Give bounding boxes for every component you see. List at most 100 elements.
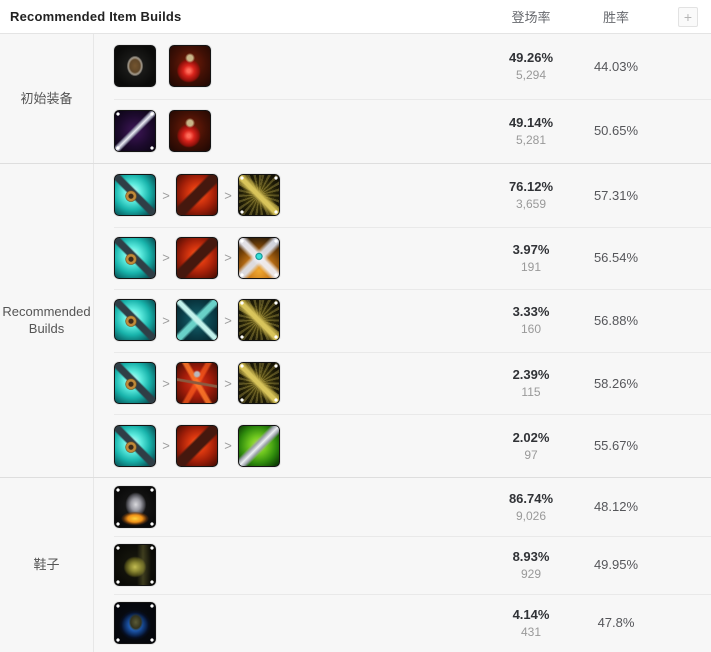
item-sequence <box>114 109 211 152</box>
pick-rate-cell: 3.33% 160 <box>476 304 586 336</box>
pick-count: 431 <box>520 624 542 639</box>
pick-rate-value: 49.14% <box>508 114 554 130</box>
next-arrow-icon: > <box>224 438 232 454</box>
item-icon-golden-serrated-sword[interactable] <box>238 174 280 217</box>
pick-rate-value: 8.93% <box>512 548 550 564</box>
pick-rate-cell: 3.97% 191 <box>476 242 586 274</box>
pick-count: 3,659 <box>515 197 547 212</box>
build-row: 8.93% 929 49.95% <box>94 535 711 594</box>
next-arrow-icon: > <box>162 375 170 391</box>
win-rate-value: 50.65% <box>593 123 639 139</box>
pick-rate-cell: 76.12% 3,659 <box>476 179 586 211</box>
pick-rate-cell: 4.14% 431 <box>476 607 586 639</box>
item-icon-kraken-slayer[interactable] <box>114 424 156 467</box>
win-rate-value: 57.31% <box>593 187 639 203</box>
item-icon-mercury-treads[interactable] <box>114 601 156 644</box>
item-icon-long-sword[interactable] <box>114 109 156 152</box>
next-arrow-icon: > <box>224 375 232 391</box>
pick-rate-cell: 8.93% 929 <box>476 549 586 581</box>
pick-count: 115 <box>521 385 541 400</box>
win-rate-value: 56.54% <box>593 250 639 266</box>
win-rate-value: 47.8% <box>597 615 635 631</box>
pick-count: 5,294 <box>515 68 547 83</box>
item-sequence <box>114 45 211 88</box>
item-icon-dorans-shield[interactable] <box>114 45 156 88</box>
pick-rate-value: 3.97% <box>512 241 550 257</box>
column-header-win-rate: 胜率 <box>602 10 629 25</box>
item-icon-red-lightning-trident[interactable] <box>176 362 218 405</box>
pick-rate-value: 76.12% <box>508 179 554 195</box>
pick-rate-cell: 2.39% 115 <box>476 367 586 399</box>
item-icon-serrated-dirk[interactable] <box>238 424 280 467</box>
section-label-boots: 鞋子 <box>0 477 94 652</box>
win-rate-value: 48.12% <box>593 499 639 515</box>
table-header: Recommended Item Builds 登场率 胜率 + <box>0 0 711 34</box>
item-icon-health-potion[interactable] <box>169 109 211 152</box>
next-arrow-icon: > <box>224 187 232 203</box>
item-sequence: > > <box>114 236 280 279</box>
build-row: > >2.02% 97 55.67% <box>94 414 711 477</box>
next-arrow-icon: > <box>162 250 170 266</box>
pick-rate-value: 2.39% <box>512 367 550 383</box>
plus-icon: + <box>683 8 693 25</box>
item-sequence <box>114 601 156 644</box>
column-header-pick-rate: 登场率 <box>511 10 551 25</box>
item-icon-kraken-slayer[interactable] <box>114 299 156 342</box>
pick-count: 9,026 <box>515 508 547 523</box>
pick-rate-cell: 2.02% 97 <box>476 430 586 462</box>
pick-rate-cell: 49.26% 5,294 <box>476 50 586 82</box>
item-icon-kraken-slayer[interactable] <box>114 236 156 279</box>
section-rows: 49.26% 5,294 44.03% 49.14% 5,281 50.65% <box>94 34 711 163</box>
item-icon-kraken-slayer[interactable] <box>114 362 156 405</box>
item-sequence: > > <box>114 299 280 342</box>
pick-count: 97 <box>524 447 538 462</box>
item-sequence <box>114 485 156 528</box>
item-icon-collector-gun[interactable] <box>176 236 218 279</box>
item-icon-golden-serrated-sword[interactable] <box>238 362 280 405</box>
section-rows: 86.74% 9,026 48.12% 8.93% 929 49.95% 4.14% 431 4… <box>94 478 711 652</box>
pick-rate-value: 4.14% <box>512 606 550 622</box>
next-arrow-icon: > <box>162 187 170 203</box>
item-icon-swiftness-boots[interactable] <box>114 543 156 586</box>
build-row: > >2.39% 115 58.26% <box>94 351 711 415</box>
pick-rate-value: 2.02% <box>512 429 550 445</box>
item-sequence: > > <box>114 424 280 467</box>
pick-count: 929 <box>520 566 542 581</box>
next-arrow-icon: > <box>224 250 232 266</box>
section-boots: 鞋子 86.74% 9,026 48.12% 8.93% 929 49.95% 4.14% 43… <box>0 476 711 652</box>
item-icon-collector-gun[interactable] <box>176 424 218 467</box>
win-rate-value: 55.67% <box>593 438 639 454</box>
next-arrow-icon: > <box>162 312 170 328</box>
section-label-recommended-builds: Recommended Builds <box>0 164 94 477</box>
item-icon-berserkers-greaves[interactable] <box>114 485 156 528</box>
section-recommended-builds: Recommended Builds > >76.12% 3,659 57.31% > >3… <box>0 163 711 477</box>
item-icon-guardian-wings[interactable] <box>238 236 280 279</box>
item-icon-collector-gun[interactable] <box>176 174 218 217</box>
item-icon-runaans-hurricane[interactable] <box>176 299 218 342</box>
next-arrow-icon: > <box>162 438 170 454</box>
item-icon-health-potion[interactable] <box>169 45 211 88</box>
build-row: > >3.97% 191 56.54% <box>94 226 711 290</box>
item-icon-golden-serrated-sword[interactable] <box>238 299 280 342</box>
pick-count: 191 <box>520 259 542 274</box>
item-sequence: > > <box>114 362 280 405</box>
build-row: > >3.33% 160 56.88% <box>94 289 711 352</box>
build-row: 49.14% 5,281 50.65% <box>94 98 711 164</box>
section-label-starting-items: 初始装备 <box>0 34 94 163</box>
build-row: 86.74% 9,026 48.12% <box>94 478 711 536</box>
pick-rate-cell: 49.14% 5,281 <box>476 115 586 147</box>
item-icon-kraken-slayer[interactable] <box>114 174 156 217</box>
build-table-body: 初始装备 49.26% 5,294 44.03% 49.14% 5,281 50.65% Re… <box>0 34 711 652</box>
pick-count: 5,281 <box>515 132 547 147</box>
pick-rate-cell: 86.74% 9,026 <box>476 491 586 523</box>
item-sequence: > > <box>114 174 280 217</box>
build-row: > >76.12% 3,659 57.31% <box>94 164 711 227</box>
build-row: 49.26% 5,294 44.03% <box>94 34 711 99</box>
next-arrow-icon: > <box>224 312 232 328</box>
add-button[interactable]: + <box>678 7 698 27</box>
pick-rate-value: 49.26% <box>508 50 554 66</box>
section-starting-items: 初始装备 49.26% 5,294 44.03% 49.14% 5,281 50.65% <box>0 34 711 163</box>
panel-title: Recommended Item Builds <box>10 9 182 24</box>
win-rate-value: 58.26% <box>593 375 639 391</box>
